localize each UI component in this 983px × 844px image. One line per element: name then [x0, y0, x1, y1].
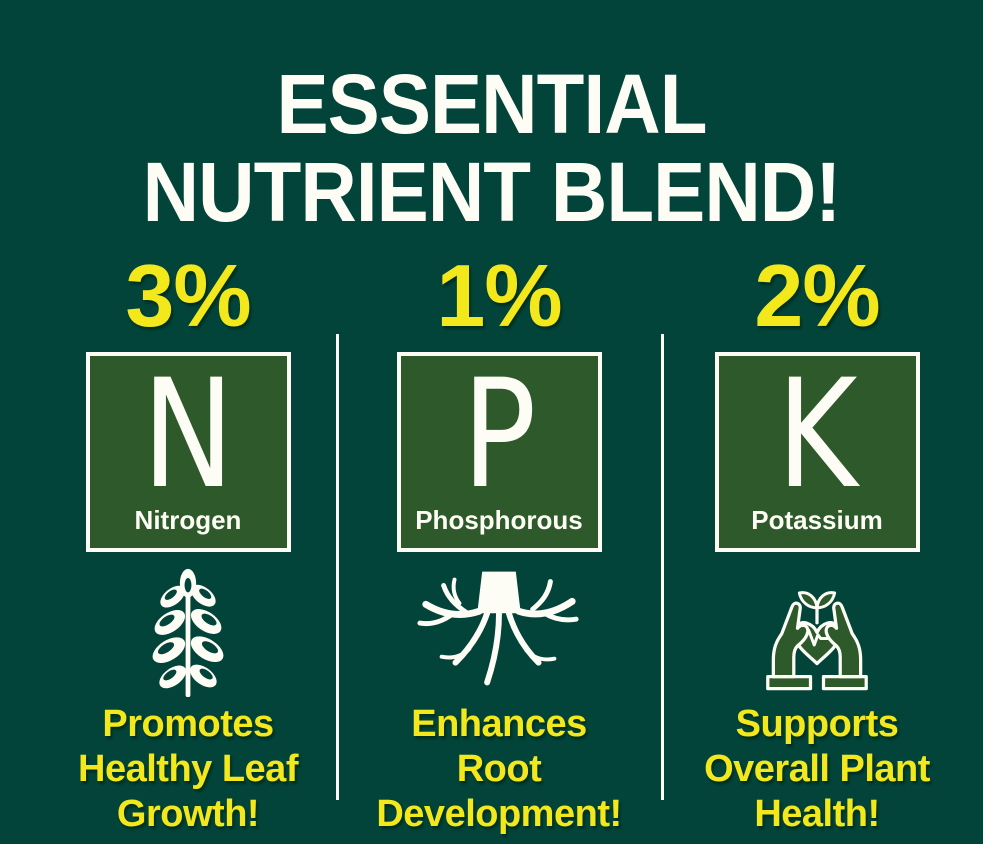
element-tile-phosphorous: P Phosphorous	[396, 348, 602, 552]
caption-line: Root	[456, 748, 542, 790]
title-line-1: ESSENTIAL	[276, 57, 707, 151]
element-name: Nitrogen	[134, 505, 242, 535]
element-symbol: P	[461, 348, 537, 522]
title-line-2: NUTRIENT BLEND!	[142, 145, 842, 239]
caption-line: Healthy Leaf	[78, 748, 298, 790]
element-tile-potassium: K Potassium	[714, 348, 920, 552]
caption-line: Enhances	[411, 703, 587, 745]
caption-line: Health!	[754, 793, 880, 835]
plant-health-icon	[752, 566, 882, 698]
element-name: Phosphorous	[415, 505, 583, 535]
benefit-caption-nitrogen: Promotes Healthy Leaf Growth!	[78, 702, 298, 837]
benefit-caption-phosphorous: Enhances Root Development!	[376, 702, 622, 837]
column-nitrogen: 3% N Nitrogen	[38, 248, 338, 837]
percentage-label: 3%	[125, 246, 251, 345]
caption-line: Growth!	[116, 793, 260, 835]
caption-line: Overall Plant	[704, 748, 930, 790]
leaf-growth-icon	[144, 566, 232, 698]
element-symbol: N	[141, 348, 235, 522]
column-potassium: 2% K Potassium Supports Overall Pl	[667, 248, 967, 837]
percentage-label: 1%	[436, 246, 562, 345]
caption-line: Promotes	[102, 703, 274, 745]
element-tile-nitrogen: N Nitrogen	[85, 348, 291, 552]
caption-line: Supports	[735, 703, 899, 745]
column-divider-1	[336, 334, 339, 800]
element-name: Potassium	[751, 505, 883, 535]
page-title: ESSENTIAL NUTRIENT BLEND!	[0, 60, 983, 236]
column-divider-2	[661, 334, 664, 800]
root-development-icon	[410, 566, 588, 698]
benefit-caption-potassium: Supports Overall Plant Health!	[704, 702, 930, 837]
element-symbol: K	[776, 348, 858, 522]
column-phosphorous: 1% P Phosphorous Enhances	[349, 248, 649, 837]
caption-line: Development!	[376, 793, 622, 835]
percentage-label: 2%	[754, 246, 880, 345]
